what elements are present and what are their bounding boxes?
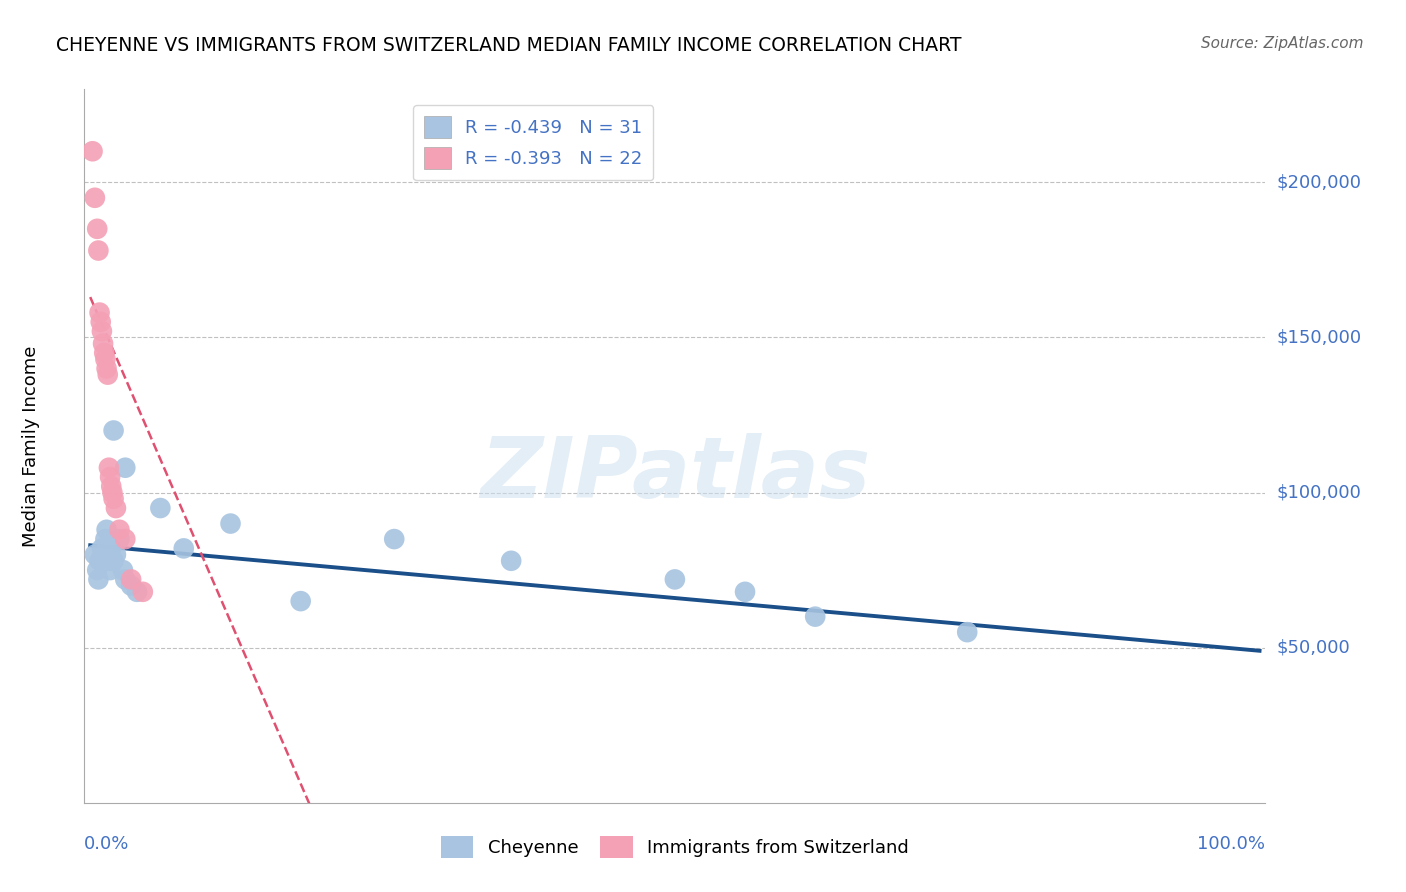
Point <box>956 625 979 640</box>
Point <box>83 548 105 562</box>
Text: $50,000: $50,000 <box>1277 639 1350 657</box>
Point <box>173 541 195 556</box>
Point <box>111 563 134 577</box>
Point <box>91 336 114 351</box>
Point <box>108 532 131 546</box>
Text: $100,000: $100,000 <box>1277 483 1361 501</box>
Point <box>108 523 131 537</box>
Point <box>97 554 120 568</box>
Point <box>804 609 827 624</box>
Point <box>93 346 115 360</box>
Point <box>82 145 104 159</box>
Point <box>90 541 112 556</box>
Point <box>97 548 120 562</box>
Text: CHEYENNE VS IMMIGRANTS FROM SWITZERLAND MEDIAN FAMILY INCOME CORRELATION CHART: CHEYENNE VS IMMIGRANTS FROM SWITZERLAND … <box>56 36 962 54</box>
Point <box>90 324 112 338</box>
Point <box>87 244 110 258</box>
Point <box>120 573 142 587</box>
Text: 100.0%: 100.0% <box>1198 835 1265 853</box>
Point <box>104 501 127 516</box>
Point <box>125 584 148 599</box>
Point <box>103 424 125 438</box>
Point <box>501 554 523 568</box>
Point <box>664 573 686 587</box>
Text: ZIPatlas: ZIPatlas <box>479 433 870 516</box>
Point <box>104 548 127 562</box>
Point <box>103 491 125 506</box>
Point <box>98 470 121 484</box>
Text: $150,000: $150,000 <box>1277 328 1361 346</box>
Point <box>97 368 120 382</box>
Text: Median Family Income: Median Family Income <box>22 345 41 547</box>
Point <box>114 460 136 475</box>
Legend: Cheyenne, Immigrants from Switzerland: Cheyenne, Immigrants from Switzerland <box>433 829 917 865</box>
Point <box>100 541 122 556</box>
Point <box>219 516 242 531</box>
Text: $200,000: $200,000 <box>1277 173 1361 191</box>
Point <box>114 573 136 587</box>
Point <box>89 554 111 568</box>
Point <box>94 352 117 367</box>
Point <box>734 584 756 599</box>
Point <box>290 594 312 608</box>
Point <box>86 563 108 577</box>
Point <box>97 460 120 475</box>
Point <box>96 523 118 537</box>
Point <box>90 315 112 329</box>
Point <box>83 191 105 205</box>
Point <box>96 361 118 376</box>
Point <box>101 485 124 500</box>
Point <box>114 532 136 546</box>
Point <box>89 305 111 319</box>
Point <box>87 573 110 587</box>
Point <box>149 501 172 516</box>
Point <box>94 532 117 546</box>
Point <box>100 479 122 493</box>
Text: Source: ZipAtlas.com: Source: ZipAtlas.com <box>1201 36 1364 51</box>
Point <box>93 548 115 562</box>
Point <box>132 584 155 599</box>
Point <box>86 222 108 236</box>
Point <box>120 579 142 593</box>
Text: 0.0%: 0.0% <box>84 835 129 853</box>
Point <box>103 554 125 568</box>
Point <box>98 563 121 577</box>
Point <box>382 532 405 546</box>
